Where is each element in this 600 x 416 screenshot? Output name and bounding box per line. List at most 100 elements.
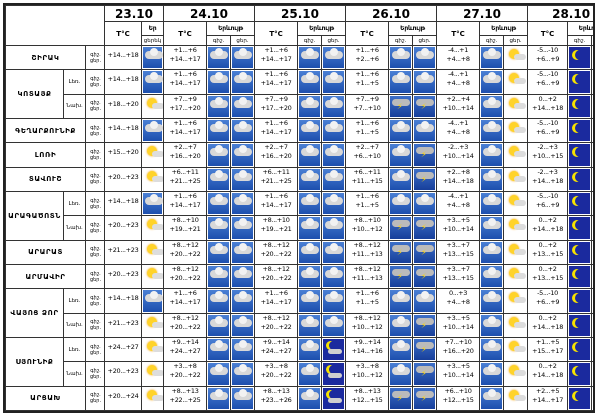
night-condition-cell: [479, 239, 505, 265]
night-condition-cell: [567, 336, 593, 363]
cloud-icon: [481, 217, 503, 239]
temperature-range: +1...+6: [264, 70, 288, 79]
temperature-cell: +9...+14 +24...+27: [254, 336, 299, 363]
day-condition-cell: [503, 93, 529, 119]
temperature-cell: +1...+6 +1...+5: [345, 117, 390, 144]
date-27-10: 27.10: [436, 5, 529, 22]
cloud-icon: [323, 119, 345, 142]
temperature-range: +2...+7: [355, 143, 379, 152]
day-condition-cell: [321, 93, 347, 119]
night-condition-cell: [388, 312, 414, 338]
temperature-value: +7...+10 +16...+20: [438, 338, 479, 355]
cloud-icon: [208, 265, 230, 288]
day-condition-cell: [503, 142, 529, 168]
cloud-icon: [208, 363, 230, 385]
temperature-range: +13...+15: [532, 249, 564, 258]
temperature-cell: +8...+12 +20...+22: [163, 312, 208, 338]
temperature-value: +1...+6 +14...+17: [256, 192, 297, 209]
temperature-range: +2...+5: [535, 386, 560, 395]
temperature-value: +3...+8 +10...+12: [347, 363, 388, 380]
zone-label: Լեռ.: [63, 336, 86, 363]
temperature-range: +1...+6: [173, 191, 197, 200]
day-header: ցերեկ: [141, 35, 165, 46]
day-condition-cell: [230, 190, 256, 217]
night-condition-cell: [388, 239, 414, 265]
night-header: գիշ.: [206, 35, 232, 46]
temperature-cell: +2...+8 +14...+18: [436, 166, 481, 192]
night-condition-cell: [297, 190, 323, 217]
temperature-range: +19...+21: [260, 225, 292, 234]
day-condition-cell: [321, 312, 347, 338]
temperature-value: +3...+8 +20...+22: [165, 363, 206, 380]
temperature-range: +18...+20: [107, 99, 139, 108]
temperature-cell: +14...+18: [104, 288, 143, 314]
night-condition-cell: [297, 385, 323, 411]
sun-icon: [143, 217, 163, 239]
temperature-value: +3...+5 +10...+14: [438, 363, 479, 380]
night-condition-cell: [388, 44, 414, 71]
temperature-range: +21...+25: [260, 176, 292, 185]
zone-label: Լեռ.: [63, 288, 86, 314]
day-condition-cell: [503, 117, 529, 144]
storm-icon: [414, 241, 436, 263]
temperature-range: +16...+20: [442, 346, 474, 355]
cloud-icon: [481, 71, 503, 93]
temperature-range: +6...+9: [535, 298, 560, 307]
table-row: ԳԵՂԱՐՔՈՒՆԻՔ գիշ. ցեր. +14...+18 +1...+6 +14..…: [5, 117, 595, 144]
night-condition-cell: [567, 93, 593, 119]
temperature-value: +14...+18: [106, 192, 141, 205]
moon-icon: [569, 217, 591, 239]
day-condition-cell: [591, 336, 595, 363]
cloud-icon: [481, 119, 503, 142]
night-condition-cell: [388, 166, 414, 192]
forecast-body: ՇԻՐԱԿ գիշ. ցեր. +14...+18 +1...+6 +14...+17 +1…: [5, 44, 595, 411]
temperature-range: +3...+8: [264, 362, 288, 371]
temperature-cell: +1...+6 +14...+17: [254, 190, 299, 217]
sun-icon: [593, 120, 595, 141]
cloud-icon: [208, 338, 230, 361]
sun-icon: [593, 339, 595, 360]
temperature-range: 0...+2: [538, 94, 557, 103]
temperature-value: +1...+5 +15...+17: [529, 338, 567, 355]
temperature-range: -5...-10: [537, 191, 559, 200]
temperature-value: +2...+8 +14...+18: [438, 168, 479, 185]
temperature-value: -4...+1 +4...+8: [438, 192, 479, 209]
temperature-cell: +14...+18: [104, 44, 143, 71]
sun-icon: [143, 265, 163, 288]
night-condition-cell: [479, 312, 505, 338]
night-condition-cell: [479, 385, 505, 411]
temperature-cell: 0...+2 +13...+15: [527, 239, 569, 265]
sun-icon: [593, 96, 595, 117]
temperature-range: +10...+14: [442, 103, 474, 112]
time-of-day-text: ցեր.: [89, 227, 102, 234]
temperature-value: +3...+7 +13...+15: [438, 241, 479, 258]
temperature-range: +4...+8: [446, 298, 470, 307]
temperature-range: +23...+26: [260, 395, 292, 404]
temperature-cell: -5...-10 +6...+9: [527, 69, 569, 95]
temperature-cell: +20...+23: [104, 215, 143, 241]
temperature-range: +7...+9: [173, 94, 197, 103]
temperature-range: +8...+12: [353, 313, 381, 322]
day-condition-cell: [412, 142, 438, 168]
condition-cell: [141, 239, 165, 265]
temperature-range: +10...+14: [442, 225, 474, 234]
temperature-range: -4...+1: [447, 118, 469, 127]
storm-icon: [414, 265, 436, 288]
day-condition-cell: [230, 263, 256, 290]
day-condition-cell: [230, 166, 256, 192]
temperature-range: -5...-10: [537, 118, 559, 127]
table-row: ՇԻՐԱԿ գիշ. ցեր. +14...+18 +1...+6 +14...+17 +1…: [5, 44, 593, 71]
temperature-value: +1...+6 +14...+17: [256, 290, 297, 307]
temperature-cell: +8...+10 +19...+21: [163, 215, 208, 241]
temperature-range: +6...+9: [535, 79, 560, 88]
day-condition-cell: [321, 336, 347, 363]
cloud-icon: [390, 290, 412, 312]
temperature-cell: +24...+27: [104, 336, 143, 363]
temperature-range: +8...+12: [171, 240, 199, 249]
temperature-range: +8...+13: [353, 386, 381, 395]
temperature-range: +6...+9: [535, 200, 560, 209]
day-condition-cell: [591, 93, 595, 119]
cloud-icon: [208, 192, 230, 215]
time-of-day-text: ցեր.: [89, 398, 102, 405]
day-condition-cell: [321, 190, 347, 217]
